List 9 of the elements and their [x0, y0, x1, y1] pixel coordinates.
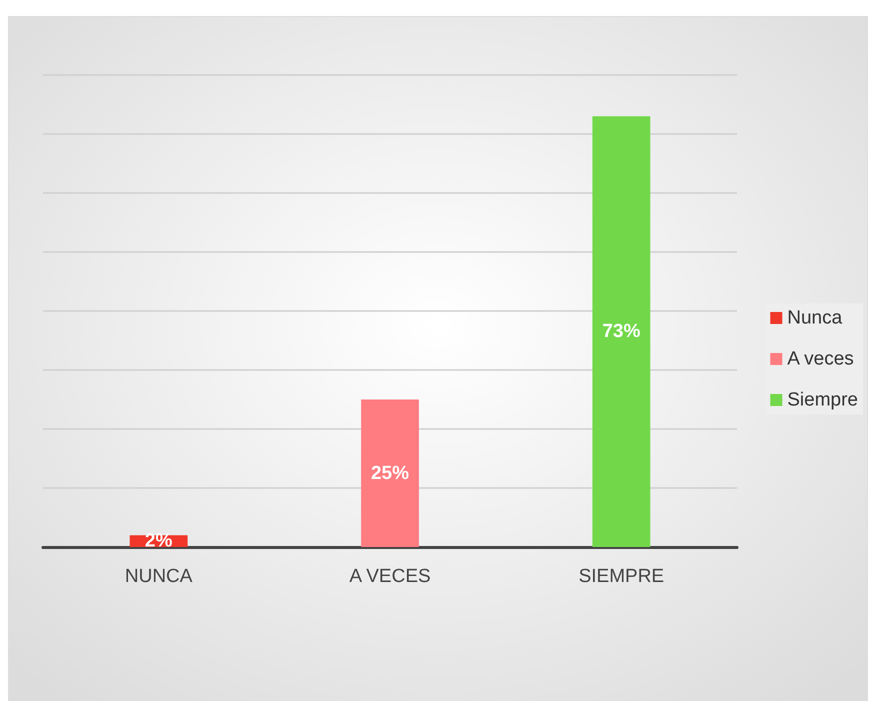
legend-label: A veces: [787, 348, 854, 370]
legend-label: Siempre: [787, 390, 858, 410]
x-tick-label: A VECES: [349, 566, 431, 587]
data-label: 73%: [602, 321, 640, 342]
legend-label: Nunca: [787, 308, 843, 328]
data-label: 2%: [144, 530, 172, 552]
x-tick-label: NUNCA: [124, 566, 193, 587]
x-tick-label: SIEMPRE: [578, 566, 664, 587]
data-label: 25%: [370, 462, 410, 484]
